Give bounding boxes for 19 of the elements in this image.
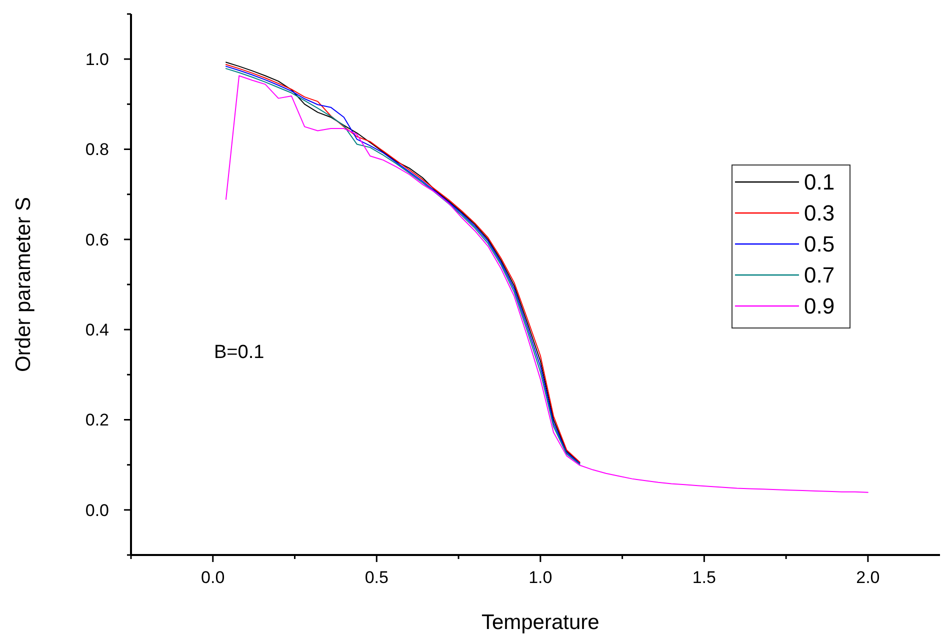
legend-label: 0.9: [804, 294, 835, 319]
y-tick-label: 0.6: [85, 230, 109, 250]
x-tick-label: 0.0: [201, 568, 225, 587]
legend-label: 0.3: [804, 200, 835, 226]
annotation: B=0.1: [214, 342, 264, 363]
legend-label: 0.7: [804, 262, 835, 288]
y-tick-label: 0.8: [85, 140, 109, 160]
y-tick-label: 0.2: [85, 410, 109, 430]
y-tick-label: 0.0: [85, 500, 109, 520]
x-axis-title: Temperature: [481, 611, 600, 634]
x-tick-label: 2.0: [856, 568, 880, 587]
x-tick-label: 1.0: [528, 568, 552, 587]
x-tick-label: 1.5: [692, 568, 716, 587]
y-axis-title: Order parameter S: [12, 196, 35, 372]
y-tick-label: 0.4: [85, 320, 109, 340]
y-tick-label: 1.0: [85, 50, 109, 70]
x-tick-label: 0.5: [364, 568, 388, 587]
legend-label: 0.1: [804, 170, 835, 195]
legend-label: 0.5: [804, 232, 835, 257]
